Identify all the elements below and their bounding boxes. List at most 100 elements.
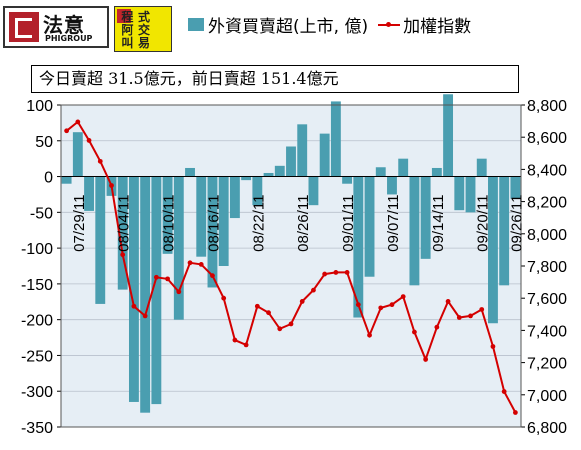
index-point [288,321,294,327]
index-point [367,332,372,338]
bar [263,172,274,177]
y-left-tick-label: -50 [30,205,53,222]
index-point [344,270,350,275]
bar [297,124,308,177]
chart-subtitle: 今日賣超 31.5億元，前日賣超 151.4億元 [31,65,519,93]
y-left-tick-label: -150 [21,277,53,294]
index-point [479,307,485,312]
x-tick-label: 09/20/11 [475,195,492,252]
logo-char: 阿 [121,22,134,37]
bar [308,176,319,206]
bar [319,133,330,177]
line-legend-label: 加權指數 [403,17,472,37]
y-right-tick-label: 7,800 [527,259,567,276]
bar [218,176,229,266]
x-tick-label: 08/04/11 [116,195,133,252]
bar [420,176,431,259]
bar [95,176,106,304]
bar [465,176,476,213]
x-tick-label: 08/10/11 [161,195,178,252]
x-tick-label: 08/26/11 [295,195,312,252]
index-point [254,303,260,309]
y-right-tick-label: 8,000 [527,227,567,244]
bar [353,176,364,318]
bar [252,176,263,206]
x-tick-label: 09/26/11 [508,195,525,252]
index-point [64,128,70,134]
bar [330,101,341,177]
bar [196,176,207,257]
index-point [131,303,137,309]
index-point [378,305,384,311]
index-point [165,276,170,282]
bar [173,176,184,320]
y-right-tick-label: 8,200 [527,195,567,212]
logo-char: 式 [137,10,150,25]
bar-legend-swatch-icon [188,18,204,31]
index-point [86,138,92,143]
bar [454,176,465,211]
x-tick-label: 08/22/11 [250,195,267,252]
bar [229,176,240,219]
logo-char: 程 [121,10,134,25]
index-point [109,183,114,188]
plot-border [60,104,522,428]
index-point [512,410,518,415]
line-legend-swatch-icon [378,18,401,31]
bar [510,176,521,199]
index-point [333,270,339,275]
index-point [153,274,159,280]
index-point [311,287,316,293]
bar [431,167,442,177]
index-point [97,158,103,164]
logo-char: 叫 [121,35,134,50]
index-point [355,302,361,308]
index-point [232,337,238,343]
index-point [221,295,227,301]
bar [476,158,487,177]
x-tick-label: 08/16/11 [206,195,223,252]
bar [128,176,139,402]
index-point [277,326,283,332]
bar [151,176,162,405]
y-left-tick-label: 100 [26,98,53,115]
bar [387,176,397,195]
program-trading-badge-icon [117,9,131,23]
y-left-tick-label: -250 [21,348,53,365]
y-right-tick-label: 7,000 [527,388,567,405]
bar [274,165,285,177]
y-right-tick-label: 8,400 [527,162,567,179]
bar [499,176,510,286]
bar [162,176,173,254]
bar [342,176,353,184]
chart-legend: 外資買賣超(上市, 億) 加權指數 [188,12,471,37]
y-right-tick-label: 8,600 [527,130,567,147]
index-point [501,389,507,394]
bar-legend-label: 外資買賣超(上市, 億) [208,17,369,37]
phigroup-logo-sub: PHIGROUP [45,34,93,43]
index-point [434,324,440,330]
program-trading-logo: 程 式 阿 交 叫 易 [114,6,172,52]
index-point [198,261,204,267]
y-right-tick-label: 6,800 [527,420,567,437]
index-point [412,329,417,335]
bar [61,176,72,184]
x-tick-label: 07/29/11 [71,195,88,252]
index-point [75,119,81,125]
y-left-tick-label: -300 [21,384,53,401]
index-point [389,302,395,308]
y-right-tick-label: 7,600 [527,291,567,308]
phigroup-logo-text: 法意 [43,13,85,37]
phigroup-mark-icon [9,12,39,42]
index-point [187,260,193,266]
index-point [266,310,271,316]
x-tick-label: 09/07/11 [385,195,402,252]
index-point [400,294,406,299]
index-point [243,342,249,348]
bar [207,176,218,288]
bar [443,94,454,177]
y-left-tick-label: -100 [21,241,53,258]
index-point [322,271,328,277]
bar [398,158,409,177]
index-point [299,299,305,304]
